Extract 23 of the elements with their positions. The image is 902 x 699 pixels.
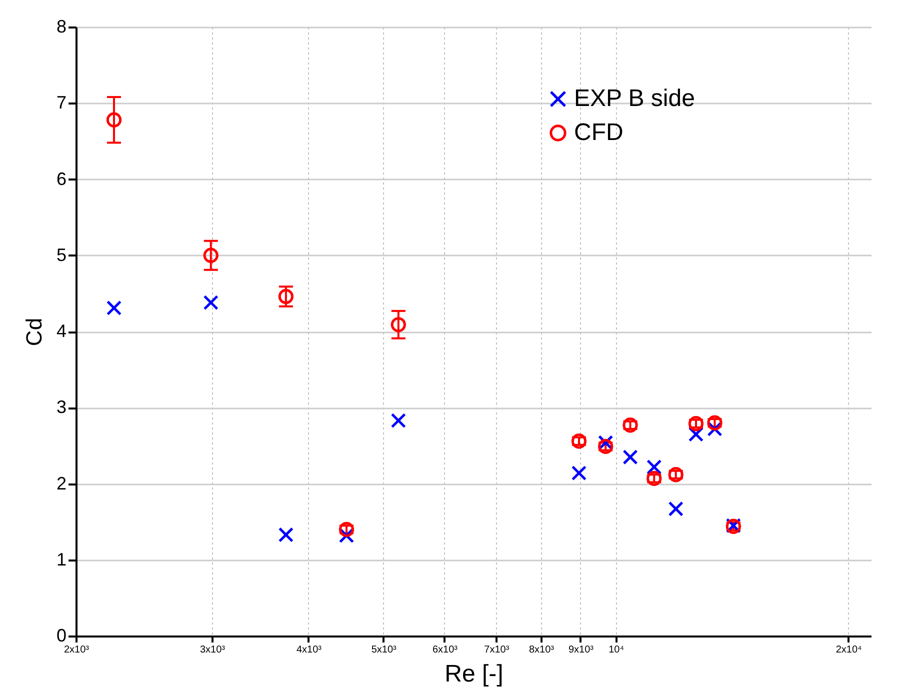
x-tick-label: 4x10³ xyxy=(296,644,322,656)
y-tick-label: 1 xyxy=(56,549,66,570)
x-tick-label: 10⁴ xyxy=(608,644,624,656)
y-tick-label: 7 xyxy=(56,92,66,113)
x-tick-label: 7x10³ xyxy=(484,644,510,656)
x-tick-label: 6x10³ xyxy=(432,644,458,656)
legend-label: CFD xyxy=(574,119,624,146)
x-tick-label: 8x10³ xyxy=(528,644,555,656)
x-axis-title: Re [-] xyxy=(444,660,504,688)
y-tick-label: 5 xyxy=(56,244,66,265)
x-tick-label: 2x10³ xyxy=(64,644,90,656)
y-tick-label: 0 xyxy=(56,626,66,646)
legend-label: EXP B side xyxy=(574,85,695,112)
y-tick-label: 3 xyxy=(56,397,66,418)
y-axis-title: Cd xyxy=(21,318,46,346)
y-tick-label: 4 xyxy=(56,321,66,341)
x-tick-label: 9x10³ xyxy=(568,644,594,656)
x-tick-label: 3x10³ xyxy=(200,644,226,656)
y-tick-label: 8 xyxy=(56,16,66,36)
y-tick-label: 2 xyxy=(56,473,66,494)
x-tick-label: 5x10³ xyxy=(371,644,398,656)
x-tick-label: 2x10⁴ xyxy=(836,644,862,656)
y-tick-label: 6 xyxy=(56,168,66,189)
